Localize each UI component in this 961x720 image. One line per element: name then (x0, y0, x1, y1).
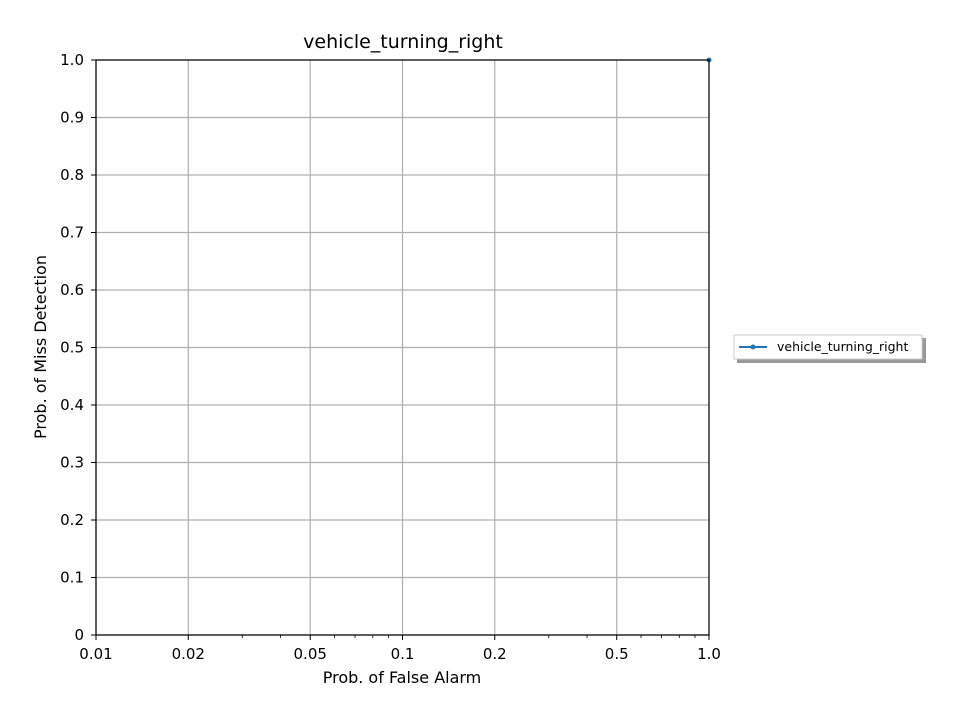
y-tick-label: 0.4 (60, 396, 84, 414)
x-tick-label: 0.2 (483, 645, 507, 663)
y-tick-label: 0.9 (60, 109, 84, 127)
grid-lines (95, 59, 710, 636)
tick-layer: 0.01 0.02 0.05 0.1 0.2 0.5 1.0 0 0.1 0.2 0.3 0.4 0.5… (60, 51, 721, 663)
x-tick-label: 0.05 (294, 645, 327, 663)
legend: vehicle_turning_right (733, 334, 926, 363)
legend-marker-swatch (750, 344, 756, 350)
y-tick-label: 0.6 (60, 281, 84, 299)
y-axis-label: Prob. of Miss Detection (31, 255, 50, 439)
y-tick-label: 0.8 (60, 166, 84, 184)
x-tick-label: 0.01 (79, 645, 112, 663)
y-tick-label: 0.1 (60, 569, 84, 587)
y-tick-label: 0.7 (60, 224, 84, 242)
x-tick-label: 0.5 (605, 645, 629, 663)
x-axis-label: Prob. of False Alarm (323, 668, 482, 687)
y-tick-label: 1.0 (60, 51, 84, 69)
y-tick-label: 0 (74, 626, 84, 644)
chart-title: vehicle_turning_right (303, 31, 503, 53)
x-tick-label: 0.1 (391, 645, 415, 663)
legend-entry-label: vehicle_turning_right (777, 339, 908, 354)
x-tick-label: 0.02 (172, 645, 205, 663)
y-tick-label: 0.3 (60, 454, 84, 472)
x-tick-label: 1.0 (697, 645, 721, 663)
y-tick-label: 0.2 (60, 511, 84, 529)
y-tick-label: 0.5 (60, 339, 84, 357)
